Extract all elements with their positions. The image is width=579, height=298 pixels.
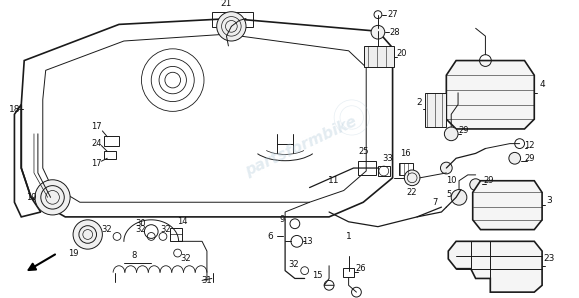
Text: 33: 33 [382,154,393,163]
Text: 15: 15 [312,271,323,280]
Bar [425,93,446,127]
Text: 17: 17 [91,122,102,131]
Text: 8: 8 [131,252,136,260]
Text: 24: 24 [91,139,102,148]
Text: 18: 18 [9,105,20,114]
Polygon shape [446,60,534,129]
Text: 23: 23 [543,254,555,263]
Text: 1: 1 [346,232,351,241]
Text: 29: 29 [483,176,494,185]
Text: 29: 29 [459,126,469,135]
Text: 20: 20 [396,49,406,58]
Text: 7: 7 [432,198,437,207]
Text: 29: 29 [524,154,534,163]
Text: 9: 9 [280,215,285,224]
Circle shape [35,180,70,215]
Bar [378,166,390,176]
Circle shape [451,190,467,205]
Text: 4: 4 [539,80,545,89]
Text: 28: 28 [389,28,400,37]
Text: 25: 25 [358,147,368,156]
Text: 27: 27 [387,10,398,19]
Text: 32: 32 [180,254,190,263]
Circle shape [73,220,102,249]
Text: 14: 14 [177,217,188,226]
Text: 6: 6 [267,232,273,241]
Circle shape [509,152,521,164]
Text: 5: 5 [446,190,452,199]
Bar [400,163,413,175]
Text: 16: 16 [400,149,411,158]
Text: 3: 3 [546,196,552,205]
Text: 2: 2 [416,98,422,107]
Text: 17: 17 [91,159,102,168]
Text: 13: 13 [302,237,313,246]
Bar [364,46,394,67]
Circle shape [470,179,482,190]
Text: 21: 21 [221,0,232,8]
Circle shape [217,12,246,41]
Circle shape [441,162,452,174]
Polygon shape [448,241,542,292]
Bar [104,136,119,145]
Text: 19: 19 [68,249,78,257]
Bar [358,161,376,175]
Text: 32: 32 [288,260,299,269]
Text: 32: 32 [135,225,146,234]
Circle shape [444,127,458,141]
Text: 10: 10 [446,176,456,185]
Bar [170,228,182,241]
Text: 22: 22 [407,188,417,197]
Bar [343,268,354,277]
Text: 32: 32 [160,225,171,234]
Text: 19: 19 [26,193,36,202]
Polygon shape [472,181,542,229]
Text: 12: 12 [524,141,534,150]
Circle shape [371,25,385,39]
Text: 31: 31 [201,276,212,285]
Bar [104,151,116,159]
Circle shape [404,170,420,186]
Text: 30: 30 [135,219,146,228]
Text: partsformbike: partsformbike [243,114,359,179]
Bar [212,12,253,27]
Text: 11: 11 [328,176,340,185]
Text: 26: 26 [355,264,366,273]
Text: 32: 32 [101,225,112,234]
